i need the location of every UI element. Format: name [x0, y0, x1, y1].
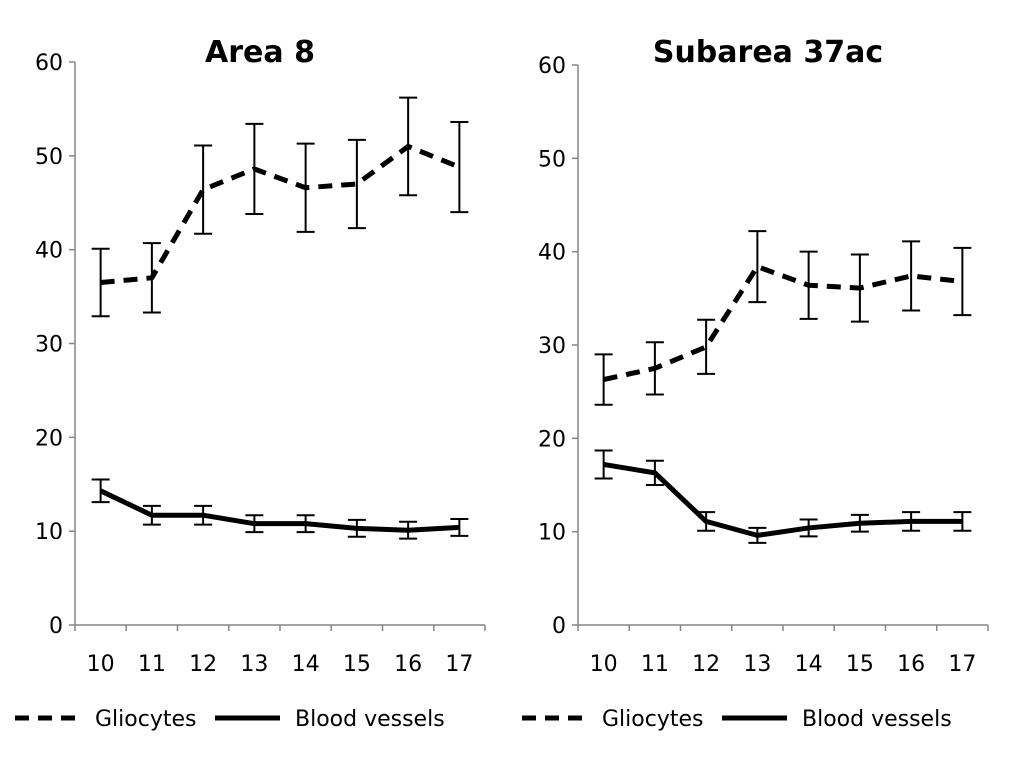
y-tick-label: 60	[35, 51, 63, 76]
y-tick-label: 50	[538, 147, 566, 172]
series-line	[101, 146, 460, 282]
y-tick-label: 20	[35, 426, 63, 451]
chart-panel-2: Subarea 37ac 0 10 20 30 40 50 60 10 11 12 13 14 15 16 1…	[522, 35, 988, 732]
x-tick-label: 16	[394, 652, 422, 677]
y-tick-label: 30	[35, 333, 63, 358]
y-tick-label: 50	[35, 145, 63, 170]
x-tick-label: 14	[795, 652, 823, 677]
x-tick-label: 11	[641, 652, 669, 677]
x-tick-label: 12	[189, 652, 217, 677]
series-gliocytes	[92, 98, 469, 317]
chart-title: Area 8	[205, 35, 315, 70]
x-tick-label: 15	[343, 652, 371, 677]
x-tick-label: 17	[948, 652, 976, 677]
series-blood-vessels	[92, 480, 469, 539]
x-tick-label: 11	[138, 652, 166, 677]
y-tick-label: 60	[538, 54, 566, 79]
x-tick-label: 16	[897, 652, 925, 677]
y-tick-label: 0	[49, 614, 63, 639]
chart-panel-1: Area 8 0 10 20 30 40 50 60 10 11 12 13 14 15 16 17 Glioc…	[15, 35, 485, 732]
x-tick-label: 14	[292, 652, 320, 677]
legend-label: Gliocytes	[95, 707, 196, 732]
y-tick-label: 40	[35, 239, 63, 264]
y-tick-label: 10	[35, 520, 63, 545]
y-tick-label: 10	[538, 521, 566, 546]
series-blood-vessels	[595, 450, 972, 542]
chart-title: Subarea 37ac	[653, 35, 883, 70]
y-tick-label: 30	[538, 334, 566, 359]
x-tick-label: 10	[87, 652, 115, 677]
y-tick-label: 40	[538, 241, 566, 266]
y-tick-label: 20	[538, 427, 566, 452]
legend-label: Gliocytes	[602, 707, 703, 732]
x-tick-label: 17	[445, 652, 473, 677]
series-gliocytes	[595, 231, 972, 405]
series-line	[604, 464, 963, 535]
x-tick-label: 15	[846, 652, 874, 677]
x-tick-label: 13	[240, 652, 268, 677]
x-tick-label: 10	[590, 652, 618, 677]
legend-label: Blood vessels	[802, 707, 952, 732]
x-tick-label: 13	[743, 652, 771, 677]
legend-label: Blood vessels	[295, 707, 445, 732]
y-tick-label: 0	[552, 614, 566, 639]
x-tick-label: 12	[692, 652, 720, 677]
series-line	[604, 267, 963, 380]
